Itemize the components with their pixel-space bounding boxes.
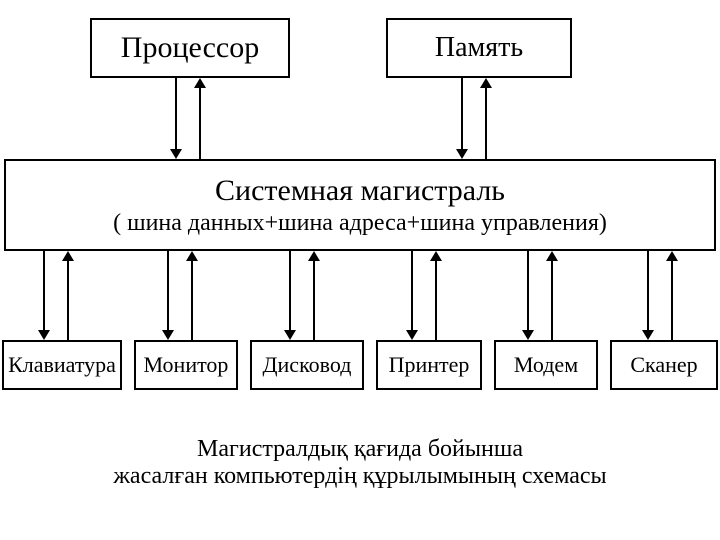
node-cpu: Процессор — [90, 18, 290, 78]
node-monitor-label: Монитор — [144, 352, 229, 378]
node-bus-subtitle: ( шина данных+шина адреса+шина управлени… — [113, 209, 607, 238]
caption-line1: Магистралдық қағида бойынша — [0, 436, 720, 463]
node-keyboard-label: Клавиатура — [8, 352, 116, 378]
node-keyboard: Клавиатура — [2, 340, 122, 390]
node-printer-label: Принтер — [389, 352, 470, 378]
diagram-caption: Магистралдық қағида бойынша жасалған ком… — [0, 436, 720, 490]
node-bus-title: Системная магистраль — [215, 173, 505, 209]
node-drive: Дисковод — [250, 340, 364, 390]
caption-line2: жасалған компьютердің құрылымының схемас… — [0, 463, 720, 490]
node-drive-label: Дисковод — [263, 352, 352, 378]
node-printer: Принтер — [376, 340, 482, 390]
node-modem-label: Модем — [514, 352, 578, 378]
node-cpu-label: Процессор — [121, 30, 259, 66]
node-scanner-label: Сканер — [630, 352, 697, 378]
node-scanner: Сканер — [610, 340, 718, 390]
node-memory: Память — [386, 18, 572, 78]
bus-architecture-diagram: Процессор Память Системная магистраль ( … — [0, 0, 720, 540]
node-modem: Модем — [494, 340, 598, 390]
node-memory-label: Память — [435, 31, 523, 65]
node-monitor: Монитор — [134, 340, 238, 390]
node-bus: Системная магистраль ( шина данных+шина … — [4, 159, 716, 251]
